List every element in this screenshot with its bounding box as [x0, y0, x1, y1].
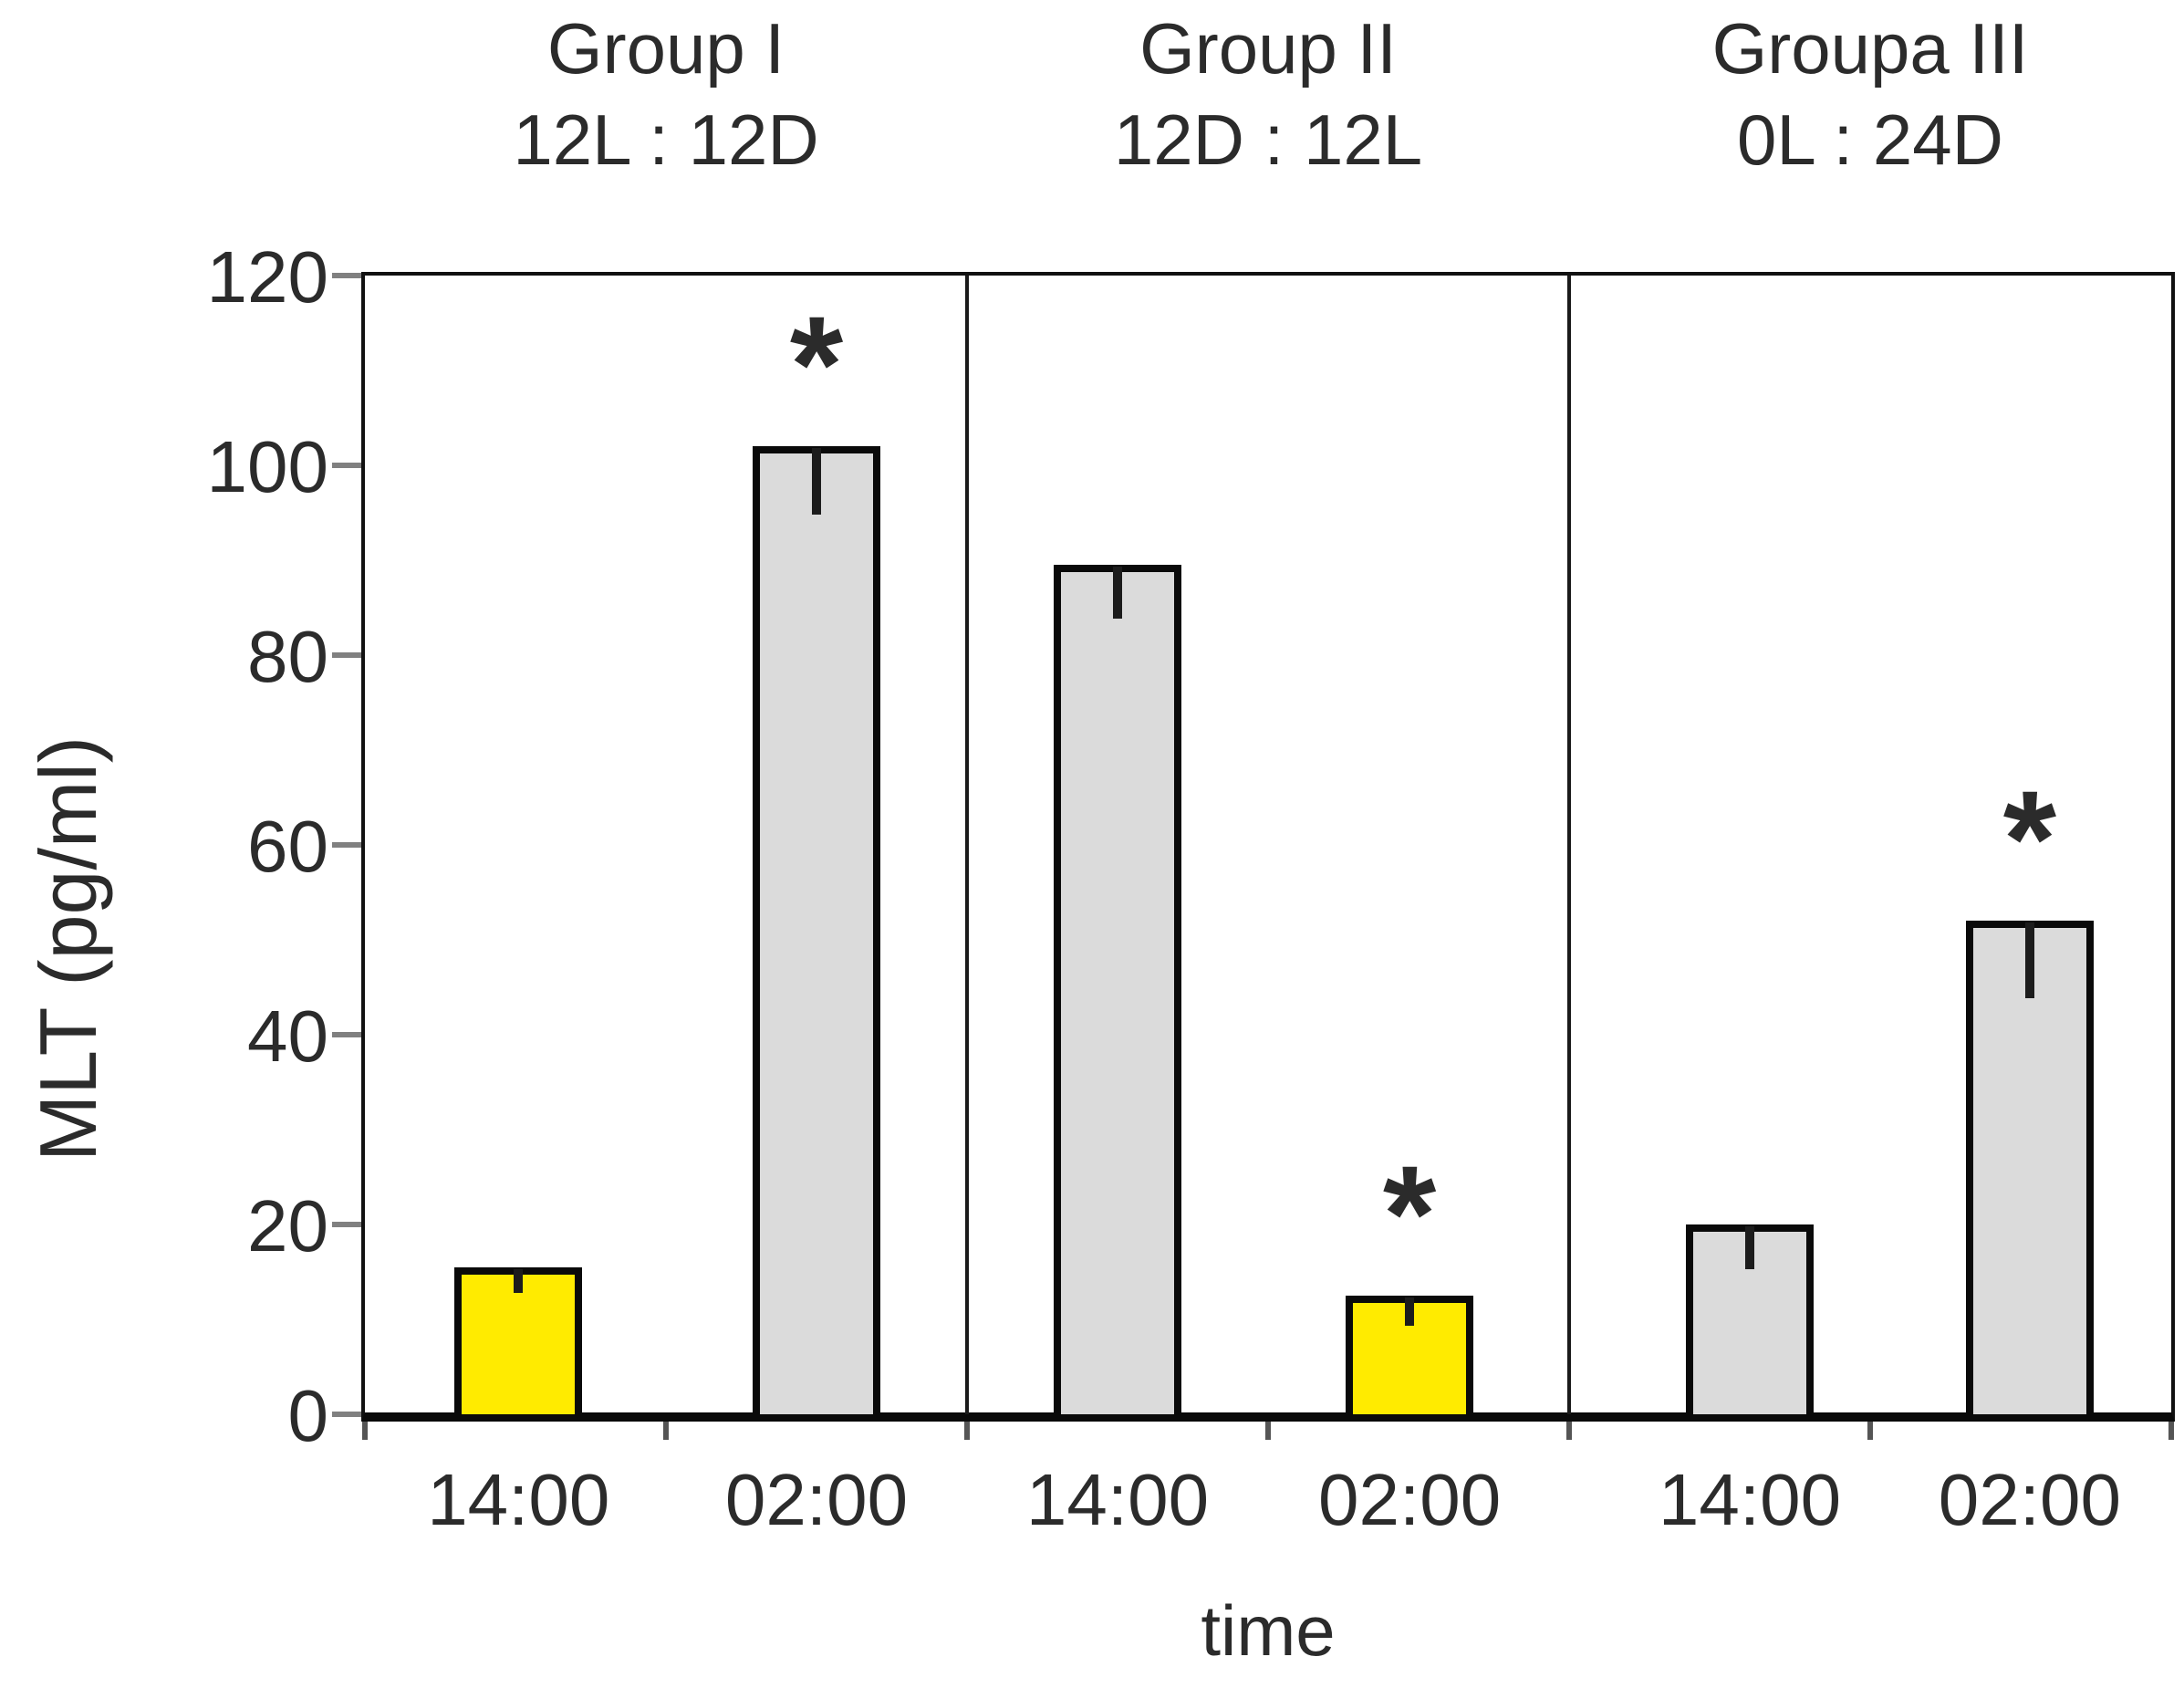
bar-groupa-iii-0200	[1965, 921, 2094, 1414]
x-tick-mark	[1566, 1422, 1572, 1440]
x-tick-mark	[1265, 1422, 1271, 1440]
x-tick-label: 02:00	[724, 1459, 909, 1540]
y-tick-label: 80	[247, 616, 328, 697]
x-tick-mark	[362, 1422, 368, 1440]
y-tick-mark	[332, 842, 361, 848]
y-tick-mark	[332, 463, 361, 468]
group-photoperiod: 12L : 12D	[513, 99, 819, 180]
error-bar	[2024, 922, 2034, 999]
error-bar	[1113, 567, 1122, 620]
y-tick-mark	[332, 273, 361, 278]
significance-asterisk: *	[789, 287, 844, 442]
significance-asterisk: *	[2002, 762, 2057, 916]
bar-group-i-0200	[753, 446, 880, 1414]
x-axis-title: time	[1201, 1590, 1336, 1671]
error-bar	[1405, 1297, 1415, 1327]
y-tick-label: 40	[247, 995, 328, 1077]
error-bar	[514, 1268, 524, 1293]
panel-divider	[1567, 276, 1571, 1414]
group-title: Groupa III	[1711, 8, 2029, 89]
y-tick-mark	[332, 1032, 361, 1037]
x-tick-label: 14:00	[1658, 1459, 1842, 1540]
significance-asterisk: *	[1382, 1137, 1437, 1290]
y-tick-label: 120	[206, 236, 328, 318]
y-tick-label: 100	[206, 426, 328, 507]
panel-divider	[965, 276, 969, 1414]
error-bar	[812, 448, 821, 515]
y-axis-title: MLT (pg/ml)	[23, 735, 113, 1162]
group-photoperiod: 0L : 24D	[1737, 99, 2003, 180]
x-tick-mark	[964, 1422, 970, 1440]
x-tick-label: 14:00	[427, 1459, 610, 1540]
x-tick-label: 02:00	[1938, 1459, 2121, 1540]
x-tick-label: 14:00	[1025, 1459, 1210, 1540]
y-tick-mark	[332, 652, 361, 658]
x-tick-label: 02:00	[1317, 1459, 1502, 1540]
y-tick-mark	[332, 1412, 361, 1417]
plot-area	[361, 272, 2175, 1422]
x-tick-mark	[1867, 1422, 1873, 1440]
x-tick-mark	[663, 1422, 669, 1440]
y-tick-label: 60	[247, 806, 328, 887]
group-title: Group I	[546, 8, 785, 89]
y-tick-mark	[332, 1222, 361, 1227]
y-tick-label: 20	[247, 1185, 328, 1266]
y-tick-label: 0	[287, 1375, 329, 1456]
x-tick-mark	[2168, 1422, 2174, 1440]
error-bar	[1745, 1226, 1754, 1269]
group-photoperiod: 12D : 12L	[1113, 99, 1423, 180]
group-title: Group II	[1139, 8, 1397, 89]
bar-group-ii-1400	[1054, 565, 1181, 1414]
